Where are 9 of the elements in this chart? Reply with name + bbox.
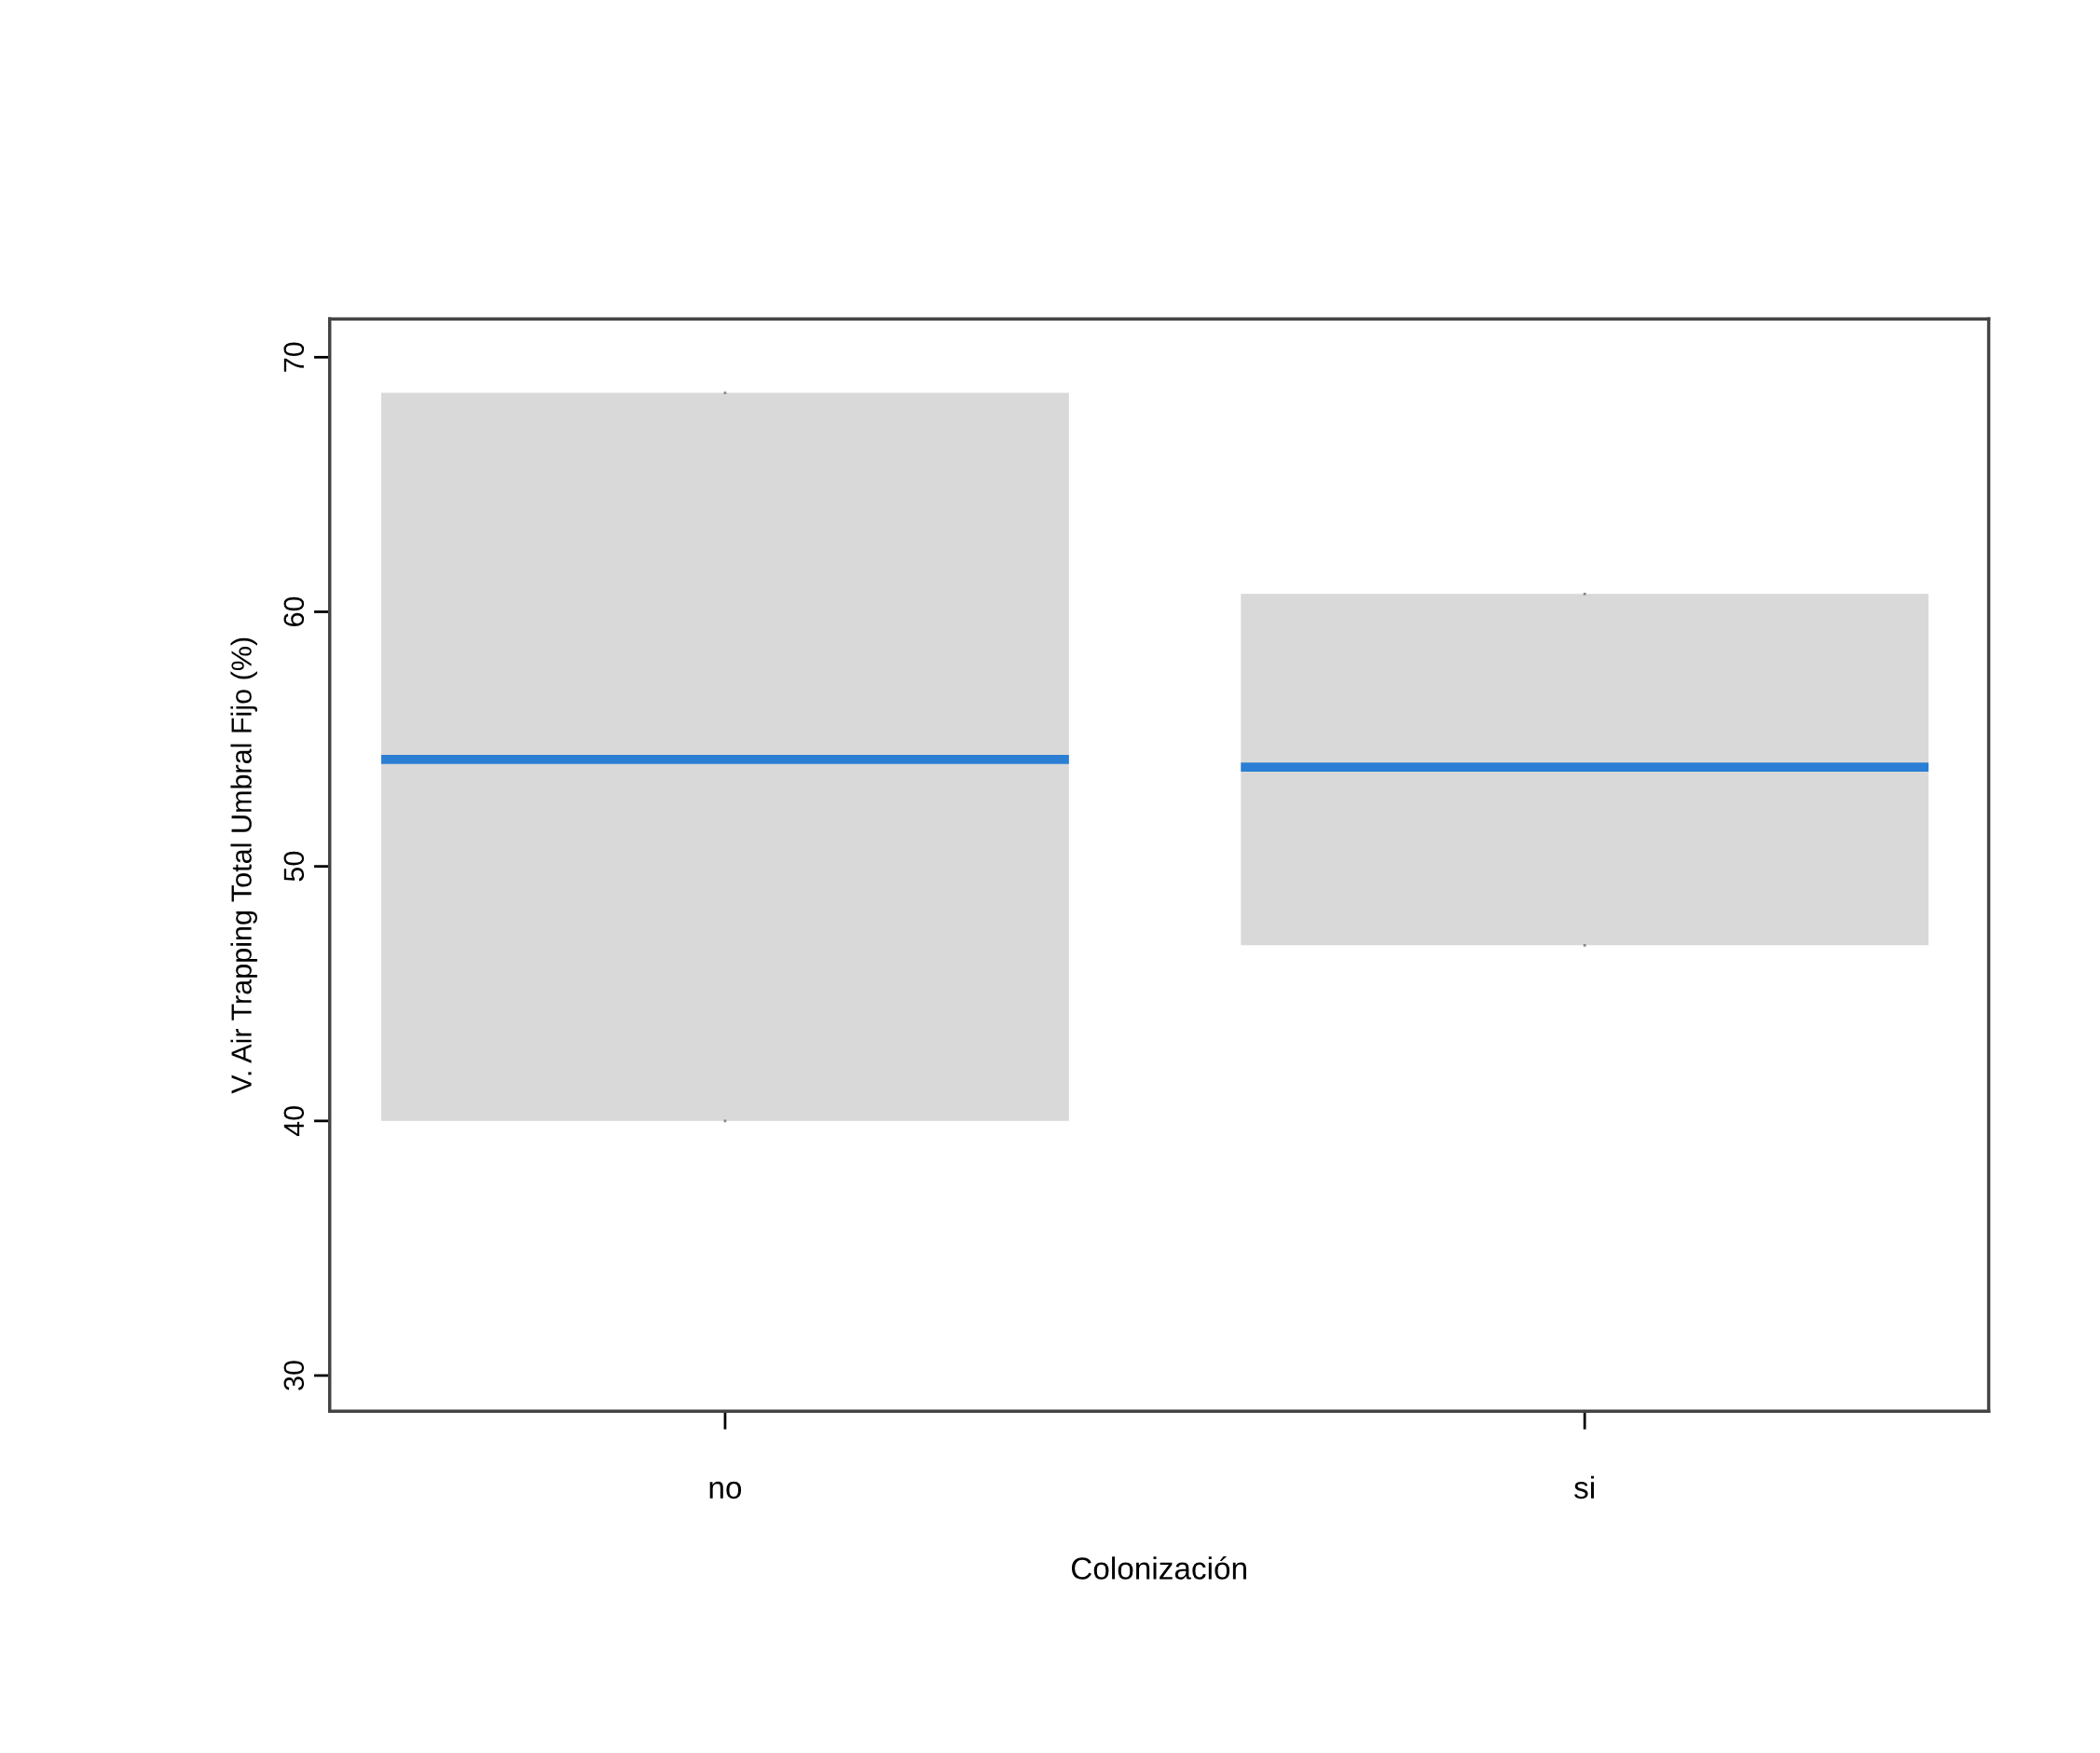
- x-tick-label: si: [1574, 1475, 1594, 1500]
- y-tick-label: 40: [283, 1106, 305, 1137]
- y-axis-title: V. Air Trapping Total Umbral Fijo (%): [230, 637, 257, 1094]
- x-tick-label: no: [709, 1481, 742, 1500]
- x-axis-title: Colonización: [1071, 1555, 1246, 1580]
- y-tick-label: 30: [283, 1361, 305, 1390]
- y-tick-label: 70: [283, 342, 305, 372]
- y-tick-label: 60: [283, 596, 305, 626]
- y-tick-label: 50: [283, 851, 305, 882]
